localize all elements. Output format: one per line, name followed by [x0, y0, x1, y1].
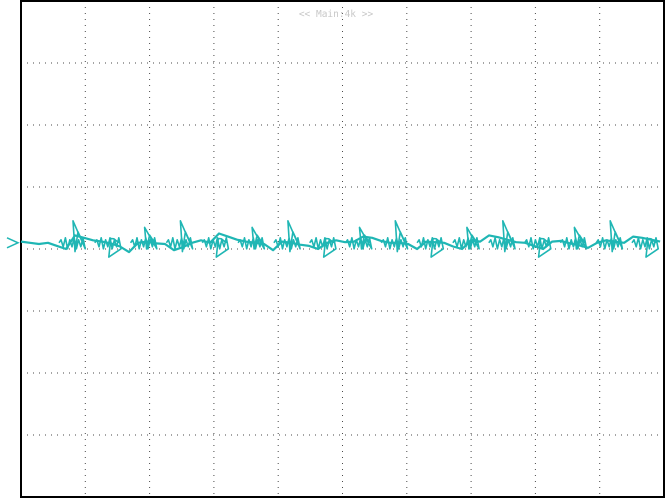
trace-spike: [631, 237, 659, 258]
trace-spike: [201, 237, 230, 258]
trace-spike: [237, 226, 266, 250]
trace-spike: [58, 220, 86, 253]
plot-frame: [20, 0, 665, 498]
trace-spike: [559, 226, 588, 250]
trace-spike: [165, 220, 194, 253]
trace-spike: [595, 220, 624, 253]
trace-layer: [6, 220, 661, 258]
trace-spike: [129, 226, 158, 250]
trace-spike: [523, 237, 552, 258]
trace-spike: [380, 220, 409, 253]
trace-spike: [344, 226, 373, 250]
trace-line: [20, 232, 661, 254]
trace-spike: [309, 237, 337, 258]
trace-spike: [488, 220, 516, 253]
channel-ground-marker: [6, 237, 20, 249]
timebase-label: << Main:4k >>: [299, 9, 374, 20]
trace-spike: [452, 226, 480, 250]
trace-spike: [273, 220, 301, 253]
trace-spike: [416, 237, 445, 258]
trace-spike: [94, 237, 122, 258]
